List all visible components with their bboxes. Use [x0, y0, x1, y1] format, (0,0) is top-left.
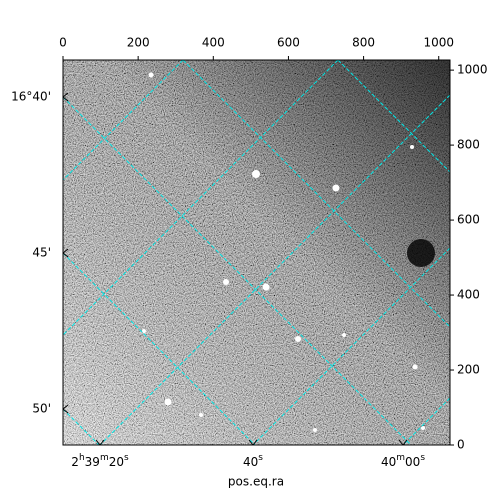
x-tick-label: 1000 — [423, 36, 454, 50]
y-tick-label: 1000 — [457, 63, 488, 77]
y-tick-label: 800 — [457, 138, 480, 152]
dec-tick-label: 50' — [32, 402, 51, 416]
world-ticks — [62, 92, 408, 446]
sky-image — [63, 60, 450, 445]
ra-tick-label: 2h39m20s — [71, 453, 129, 469]
dec-tick-label: 16°40' — [11, 90, 51, 104]
x-tick-label: 800 — [352, 36, 375, 50]
ra-tick-label: 40m00s — [381, 453, 425, 469]
y-tick-label: 400 — [457, 288, 480, 302]
y-tick-label: 600 — [457, 213, 480, 227]
x-tick-label: 600 — [277, 36, 300, 50]
x-tick-label: 0 — [59, 36, 67, 50]
y-tick-label: 0 — [457, 438, 465, 452]
y-tick-label: 200 — [457, 363, 480, 377]
x-tick-label: 400 — [202, 36, 225, 50]
coordinate-grid — [63, 60, 450, 445]
x-axis-label: pos.eq.ra — [228, 475, 284, 489]
dec-tick-label: 45' — [32, 246, 51, 260]
ra-tick-label: 40s — [243, 453, 263, 469]
x-tick-label: 200 — [127, 36, 150, 50]
